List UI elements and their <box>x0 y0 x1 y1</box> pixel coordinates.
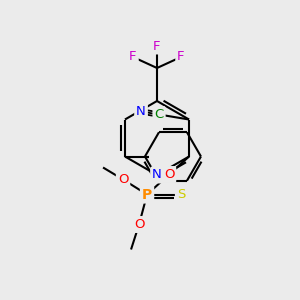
Text: F: F <box>153 40 161 52</box>
Text: O: O <box>118 173 128 186</box>
Text: O: O <box>164 168 174 181</box>
Text: C: C <box>154 108 164 121</box>
Text: S: S <box>177 188 185 201</box>
Text: F: F <box>177 50 185 64</box>
Text: N: N <box>136 105 146 118</box>
Text: P: P <box>142 188 152 202</box>
Text: N: N <box>152 169 162 182</box>
Text: O: O <box>134 218 144 231</box>
Text: F: F <box>129 50 137 64</box>
